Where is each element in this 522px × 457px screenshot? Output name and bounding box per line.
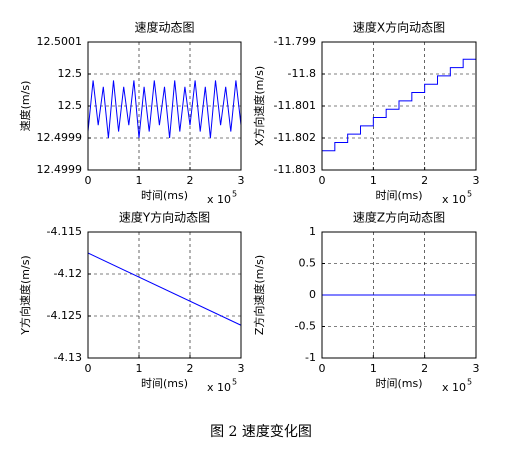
y-tick-label: -0.5 xyxy=(295,320,316,333)
y-tick-label: -11.799 xyxy=(274,35,316,48)
axes-box xyxy=(321,231,477,359)
x-scale-label: x 10 xyxy=(207,381,231,394)
y-tick-label: -4.125 xyxy=(47,309,82,322)
y-axis-label: 速度(m/s) xyxy=(18,81,32,132)
x-axis-label: 时间(ms) xyxy=(141,377,188,390)
x-tick-label: 3 xyxy=(473,362,480,375)
axes-box xyxy=(87,231,242,359)
y-tick-label: 0.5 xyxy=(299,257,317,270)
chart-title: 速度Z方向动态图 xyxy=(353,210,445,225)
chart-title: 速度X方向动态图 xyxy=(353,20,445,35)
x-tick-label: 0 xyxy=(319,174,326,187)
x-tick-label: 3 xyxy=(473,174,480,187)
y-tick-label: -11.8 xyxy=(288,67,316,80)
x-scale-exponent: 5 xyxy=(232,378,237,387)
plot-area xyxy=(88,232,241,358)
x-scale-label: x 10 xyxy=(442,193,466,206)
y-tick-label: -11.802 xyxy=(274,131,316,144)
x-axis-label: 时间(ms) xyxy=(375,377,422,390)
x-tick-label: 1 xyxy=(370,174,377,187)
y-axis-label: Y方向速度(m/s) xyxy=(18,255,32,335)
x-tick-label: 0 xyxy=(85,362,92,375)
y-tick-label: 0 xyxy=(309,288,316,301)
x-tick-label: 2 xyxy=(187,174,194,187)
chart-title: 速度Y方向动态图 xyxy=(119,210,210,225)
axes-box xyxy=(321,41,477,171)
y-tick-label: -11.801 xyxy=(274,99,316,112)
caption: 图 2 速度变化图 xyxy=(210,424,312,440)
y-tick-label: -4.13 xyxy=(54,351,82,364)
axes-box xyxy=(87,41,242,171)
x-tick-label: 2 xyxy=(421,362,428,375)
y-tick-label: 12.4999 xyxy=(37,131,83,144)
x-scale-exponent: 5 xyxy=(467,190,472,199)
y-tick-label: -1 xyxy=(305,351,316,364)
y-tick-label: 12.5 xyxy=(58,99,83,112)
x-axis-label: 时间(ms) xyxy=(375,189,422,202)
y-axis-label: X方向速度(m/s) xyxy=(252,66,266,146)
x-tick-label: 0 xyxy=(319,362,326,375)
y-tick-label: 1 xyxy=(309,225,316,238)
x-tick-label: 2 xyxy=(421,174,428,187)
y-tick-label: -11.803 xyxy=(274,163,316,176)
y-tick-label: 12.5 xyxy=(58,67,83,80)
data-line xyxy=(87,252,242,326)
x-tick-label: 1 xyxy=(136,362,143,375)
y-tick-label: -4.12 xyxy=(54,267,82,280)
x-scale-exponent: 5 xyxy=(232,190,237,199)
data-line xyxy=(87,80,242,139)
x-axis-label: 时间(ms) xyxy=(141,189,188,202)
x-tick-label: 3 xyxy=(238,174,245,187)
data-line xyxy=(322,58,476,152)
x-tick-label: 2 xyxy=(187,362,194,375)
chart-title: 速度动态图 xyxy=(134,20,194,35)
y-tick-label: 12.5001 xyxy=(37,35,83,48)
x-tick-label: 3 xyxy=(238,362,245,375)
y-axis-label: Z方向速度(m/s) xyxy=(252,255,266,335)
y-tick-label: -4.115 xyxy=(47,225,82,238)
x-tick-label: 1 xyxy=(370,362,377,375)
x-scale-exponent: 5 xyxy=(467,378,472,387)
x-scale-label: x 10 xyxy=(207,193,231,206)
x-tick-label: 1 xyxy=(136,174,143,187)
x-scale-label: x 10 xyxy=(442,381,466,394)
x-tick-label: 0 xyxy=(85,174,92,187)
y-tick-label: 12.4999 xyxy=(37,163,83,176)
